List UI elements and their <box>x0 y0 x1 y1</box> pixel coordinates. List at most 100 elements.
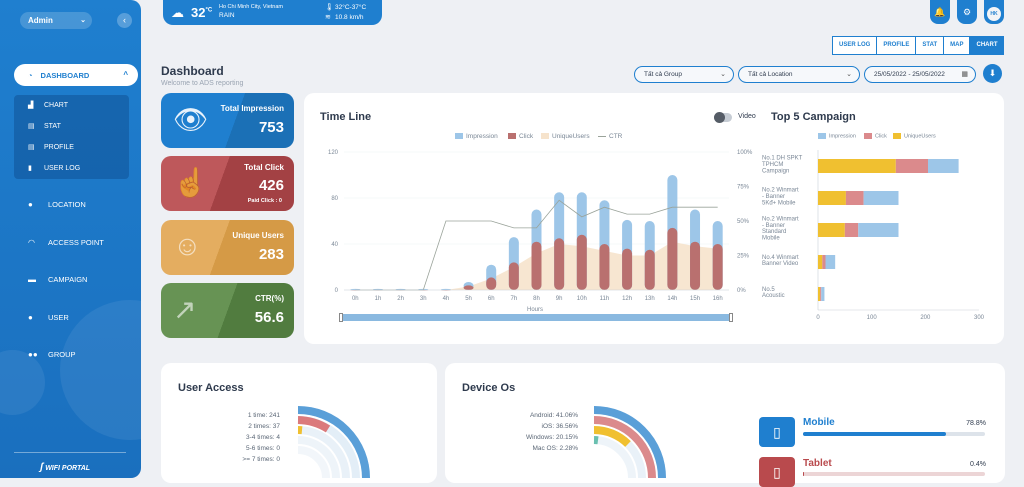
y-tick-label: 40 <box>331 242 338 248</box>
tab-profile[interactable]: PROFILE <box>876 36 916 55</box>
tablet-device-icon: ▯ <box>759 457 795 487</box>
bar-click <box>845 223 858 237</box>
x-tick-label: 7h <box>511 296 518 302</box>
legend-swatch <box>541 133 549 139</box>
nav-dashboard-label: DASHBOARD <box>41 71 90 80</box>
subnav-chart[interactable]: ▟CHART <box>28 101 68 109</box>
eye-icon: 👁 <box>173 103 209 136</box>
x-tick-label: 2h <box>397 296 404 302</box>
admin-select[interactable]: Admin ⌄ <box>20 12 92 29</box>
subnav-label: STAT <box>44 123 61 130</box>
nav-label: GROUP <box>48 350 76 359</box>
collapse-sidebar-button[interactable]: ‹ <box>117 13 132 28</box>
avatar[interactable]: HK <box>984 0 1004 24</box>
dashboard-icon: ◔ <box>28 71 33 80</box>
tab-map[interactable]: MAP <box>943 36 970 55</box>
page-title: Dashboard <box>161 64 224 78</box>
timeline-range-slider[interactable] <box>340 314 732 321</box>
bar-click <box>622 249 632 290</box>
x-tick-label: 100 <box>867 315 878 321</box>
download-icon[interactable]: ⬇ <box>983 64 1002 83</box>
nav-user[interactable]: ●USER <box>28 313 69 322</box>
timeline-title: Time Line <box>320 111 371 123</box>
tab-stat[interactable]: STAT <box>915 36 944 55</box>
group-icon: ●● <box>28 350 40 359</box>
legend-impression: Impression <box>455 133 498 140</box>
hand-pointer-icon: ☝ <box>173 166 208 199</box>
nav-location[interactable]: ●LOCATION <box>28 200 86 209</box>
page-subtitle: Welcome to ADS reporting <box>161 80 243 87</box>
stat-value: 753 <box>259 119 284 136</box>
device-os-list: Android: 41.06% iOS: 36.56% Windows: 20.… <box>500 410 578 454</box>
admin-label: Admin <box>28 16 53 25</box>
slider-handle-right[interactable] <box>729 313 733 322</box>
stat-title: Total Click <box>244 163 284 172</box>
x-tick-label: 300 <box>974 315 985 321</box>
weather-widget: ☁ 32°C Ho Chi Minh City, Vietnam RAIN 🌡 … <box>163 0 382 25</box>
y-tick-label: 120 <box>328 150 339 156</box>
video-toggle[interactable] <box>714 113 732 122</box>
legend-unique-users: UniqueUsers <box>893 133 936 139</box>
weather-wind: 10.8 km/h <box>335 14 364 21</box>
user-access-list: 1 time: 241 2 times: 37 3-4 times: 4 5-6… <box>218 410 280 465</box>
nav-access-point[interactable]: ◠ACCESS POINT <box>28 238 104 247</box>
legend-click: Click <box>864 133 887 139</box>
cloud-rain-icon: ☁ <box>171 5 184 21</box>
group-filter-value: Tất cả Group <box>644 71 682 78</box>
x-tick-label: 3h <box>420 296 427 302</box>
bar-click <box>599 244 609 290</box>
weather-city: Ho Chi Minh City, Vietnam <box>219 4 283 10</box>
device-bar-mobile <box>803 432 985 436</box>
device-bar-fill <box>803 432 946 436</box>
nav-group[interactable]: ●● GROUP <box>28 350 76 359</box>
device-name-tablet: Tablet <box>803 458 832 469</box>
subnav-profile[interactable]: ▤PROFILE <box>28 143 74 151</box>
location-filter-select[interactable]: Tất cả Location⌄ <box>738 66 860 83</box>
view-tabs: USER LOG PROFILE STAT MAP CHART <box>833 36 1004 55</box>
subnav-user-log[interactable]: ▮USER LOG <box>28 164 80 172</box>
decor-circle <box>0 350 45 415</box>
paid-click-text: Paid Click : 0 <box>248 198 282 204</box>
bar-click <box>486 277 496 290</box>
stat-value: 283 <box>259 246 284 263</box>
user-access-row: 1 time: 241 <box>218 410 280 421</box>
nav-campaign[interactable]: ▬ CAMPAIGN <box>28 275 87 284</box>
date-range-input[interactable]: 25/05/2022 - 25/05/2022▦ <box>864 66 976 83</box>
campaign-icon: ▬ <box>28 275 40 284</box>
device-os-row: iOS: 36.56% <box>500 421 578 432</box>
group-filter-select[interactable]: Tất cả Group⌄ <box>634 66 734 83</box>
gear-icon[interactable]: ⚙ <box>957 0 977 24</box>
subnav-stat[interactable]: ▤STAT <box>28 122 61 130</box>
x-tick-label: 14h <box>667 296 677 302</box>
x-tick-label: 15h <box>690 296 700 302</box>
bar-impression <box>928 159 959 173</box>
y2-tick-label: 25% <box>737 254 750 260</box>
nav-dashboard[interactable]: ◔DASHBOARD^ <box>14 64 138 86</box>
stat-card-click: ☝ Total Click 426 Paid Click : 0 <box>161 156 294 211</box>
x-tick-label: 0h <box>352 296 359 302</box>
stat-title: Total Impression <box>221 104 284 113</box>
weather-temp: 32°C <box>191 5 212 20</box>
decor-circle <box>60 300 141 440</box>
subnav-label: CHART <box>44 102 68 109</box>
bell-icon[interactable]: 🔔 <box>930 0 950 24</box>
device-os-title: Device Os <box>462 382 515 394</box>
nav-label: CAMPAIGN <box>48 275 87 284</box>
stat-value: 426 <box>259 177 284 194</box>
slider-handle-left[interactable] <box>339 313 343 322</box>
log-icon: ▮ <box>28 164 36 172</box>
subnav-label: PROFILE <box>44 144 74 151</box>
wifi-icon: ◠ <box>28 238 40 247</box>
bar-uniqueusers <box>818 287 820 301</box>
tab-user-log[interactable]: USER LOG <box>832 36 877 55</box>
tab-chart[interactable]: CHART <box>969 36 1004 55</box>
bar-click <box>896 159 928 173</box>
legend-swatch <box>508 133 516 139</box>
chevron-down-icon: ⌄ <box>80 16 86 24</box>
bar-click <box>690 242 700 290</box>
device-bar-fill <box>803 472 804 476</box>
user-access-radial-chart <box>292 404 382 478</box>
device-name-mobile: Mobile <box>803 417 835 428</box>
